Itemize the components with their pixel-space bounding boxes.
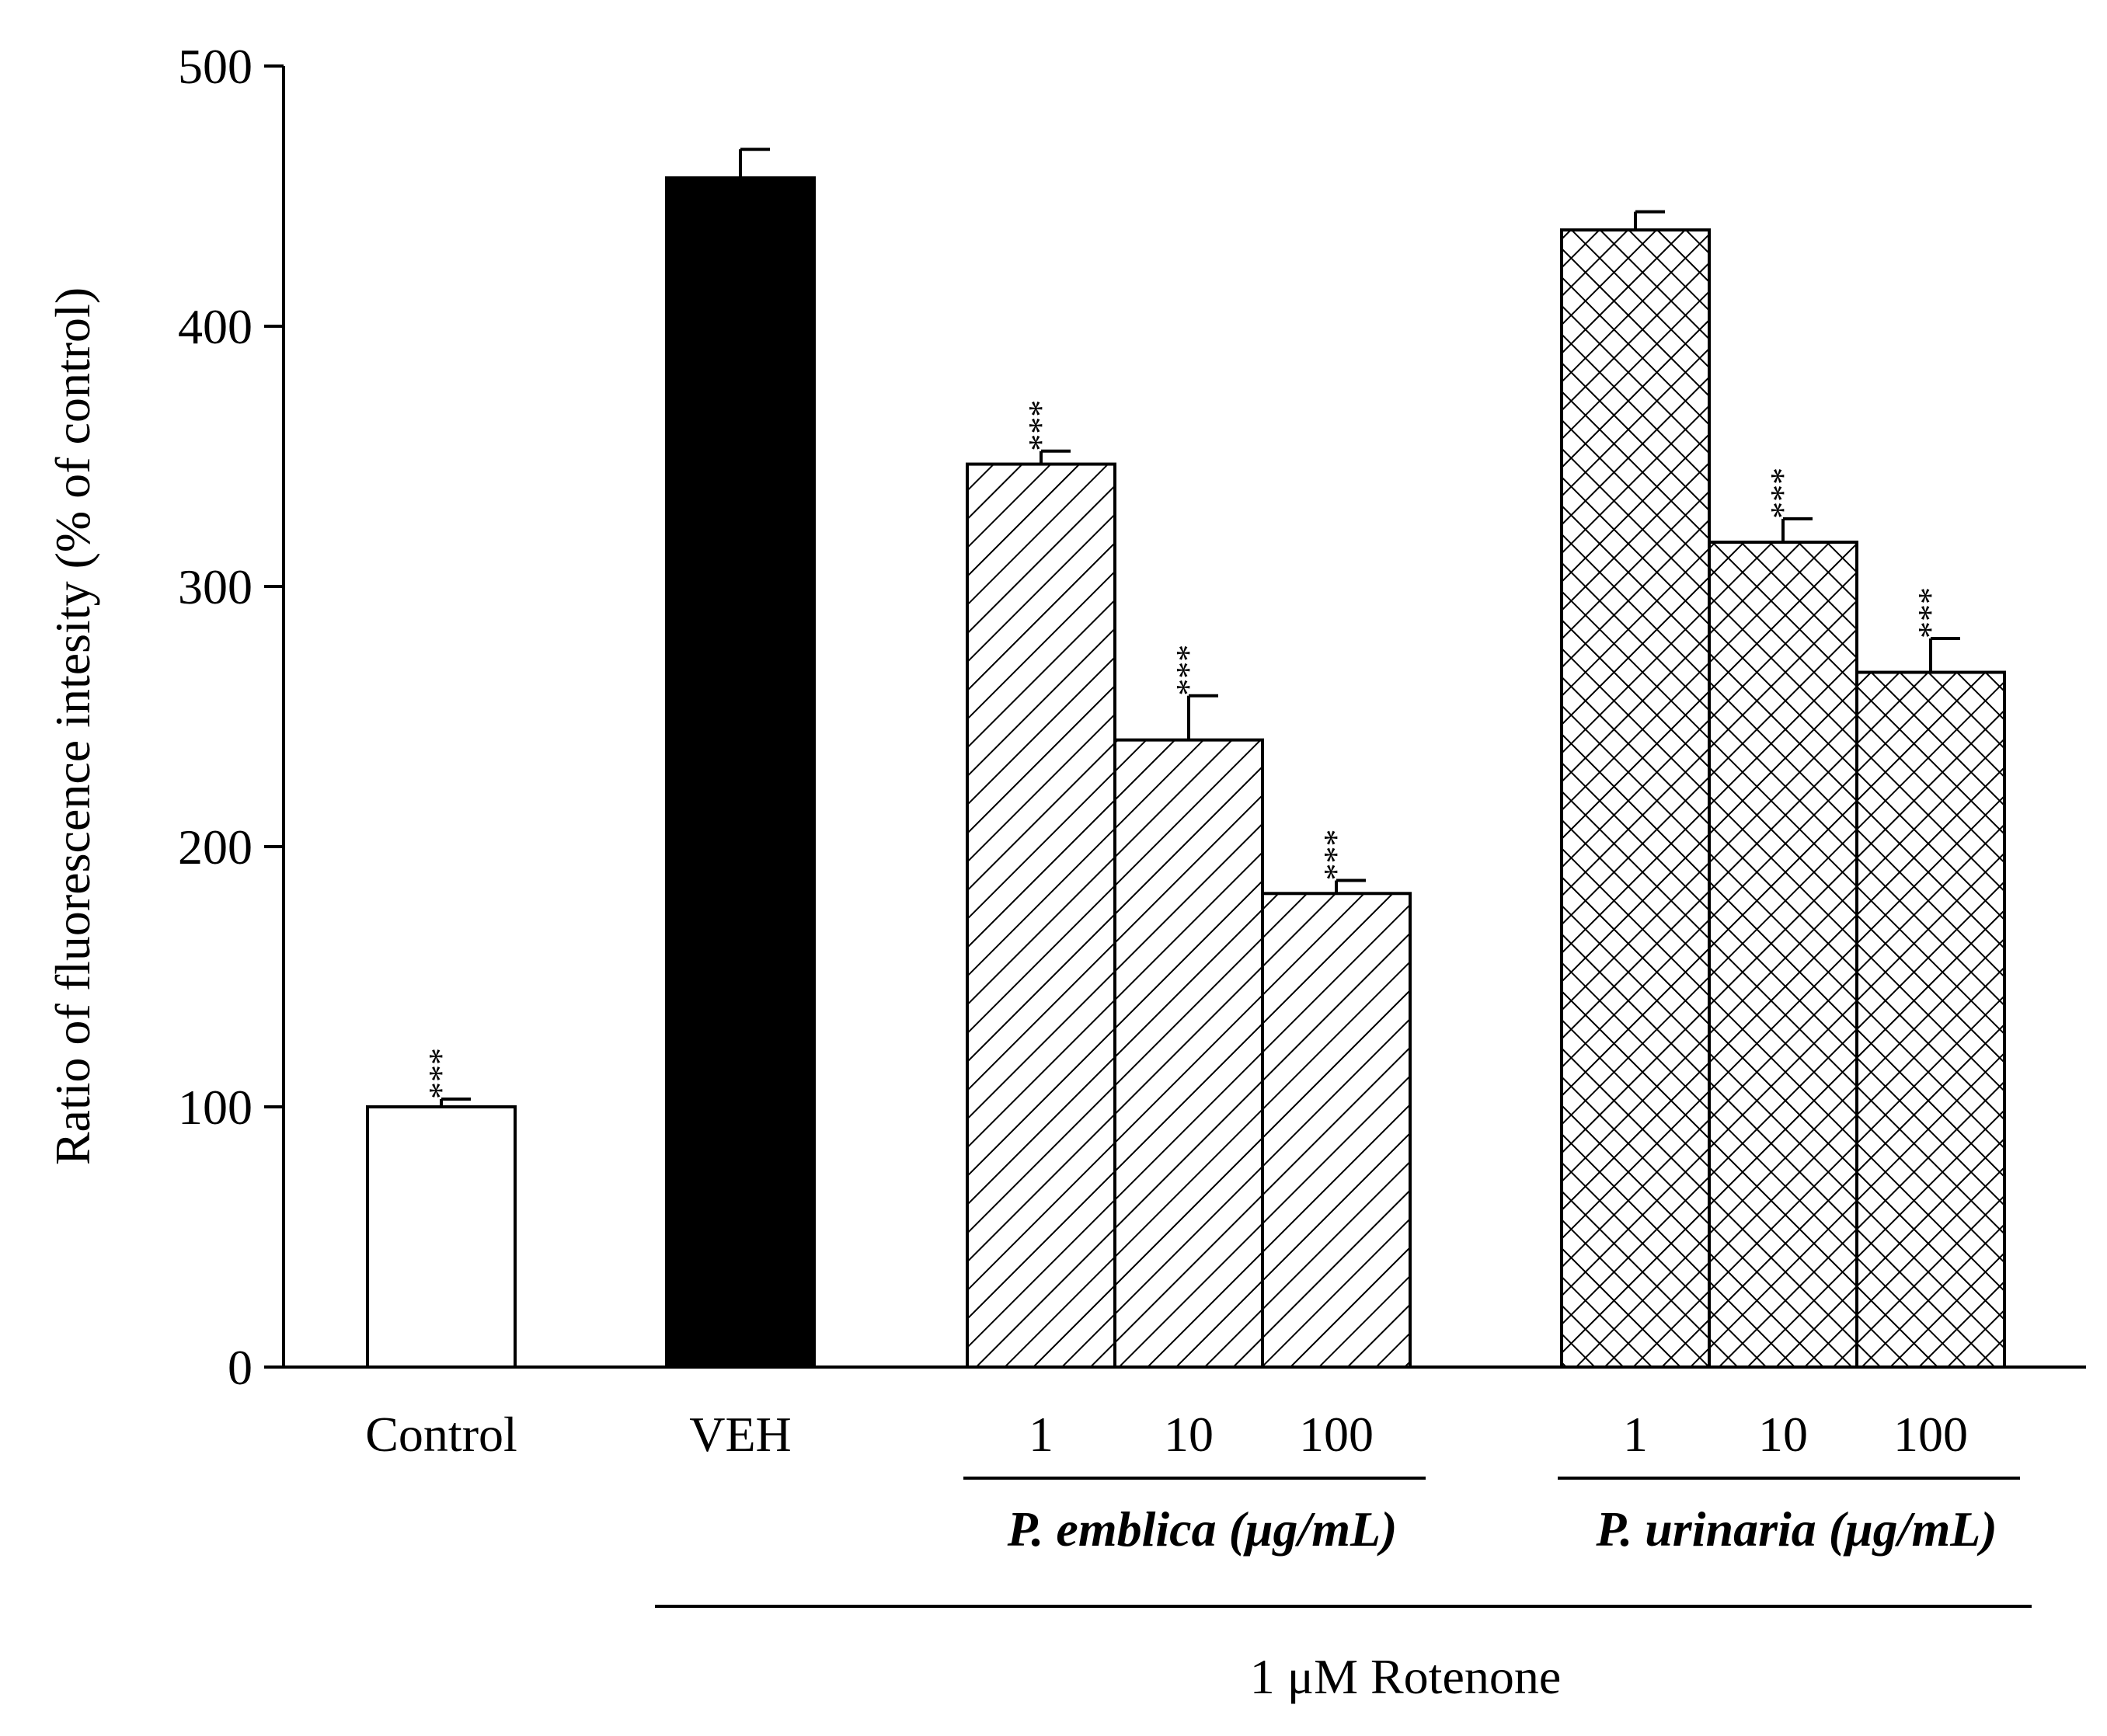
group-label: P. urinaria (μg/mL) — [1595, 1501, 1997, 1557]
bar — [665, 176, 816, 1369]
significance-marker: *** — [1764, 468, 1802, 519]
y-ticks: 0 100 200 300 400 500 — [178, 39, 284, 1395]
bar — [1261, 892, 1412, 1369]
category-labels: Control VEH 1 10 100 1 10 100 — [365, 1407, 1968, 1462]
x-tick-label: Control — [365, 1407, 517, 1462]
bar — [966, 462, 1116, 1369]
bars: *** *** *** *** *** *** — [366, 148, 2006, 1369]
y-tick-label: 300 — [178, 559, 252, 614]
significance-marker: *** — [1317, 830, 1355, 881]
significance-marker: *** — [1911, 587, 1949, 638]
significance-marker: *** — [1022, 400, 1060, 451]
y-axis-label: Ratio of fluorescence intesity (% of con… — [45, 287, 100, 1165]
y-tick-label: 400 — [178, 299, 252, 354]
x-tick-label: 100 — [1893, 1407, 1968, 1462]
x-tick-label: 10 — [1164, 1407, 1214, 1462]
x-tick-label: VEH — [689, 1407, 792, 1462]
significance-marker: *** — [1169, 645, 1207, 696]
significance-marker: *** — [422, 1048, 460, 1099]
x-tick-label: 10 — [1758, 1407, 1808, 1462]
group-annotations: P. emblica (μg/mL) P. urinaria (μg/mL) 1 μ… — [655, 1477, 2032, 1704]
y-tick-label: 200 — [178, 819, 252, 875]
y-tick-label: 500 — [178, 39, 252, 94]
bar — [366, 1105, 517, 1369]
x-tick-label: 100 — [1299, 1407, 1374, 1462]
x-tick-label: 1 — [1029, 1407, 1054, 1462]
y-tick-label: 0 — [228, 1340, 252, 1395]
group-label: P. emblica (μg/mL) — [1007, 1501, 1398, 1557]
bar — [1855, 670, 2006, 1369]
y-tick-label: 100 — [178, 1080, 252, 1135]
bar — [1113, 738, 1264, 1369]
bar — [1560, 228, 1711, 1369]
x-tick-label: 1 — [1623, 1407, 1648, 1462]
bar — [1708, 541, 1858, 1369]
treatment-label: 1 μM Rotenone — [1250, 1649, 1562, 1704]
